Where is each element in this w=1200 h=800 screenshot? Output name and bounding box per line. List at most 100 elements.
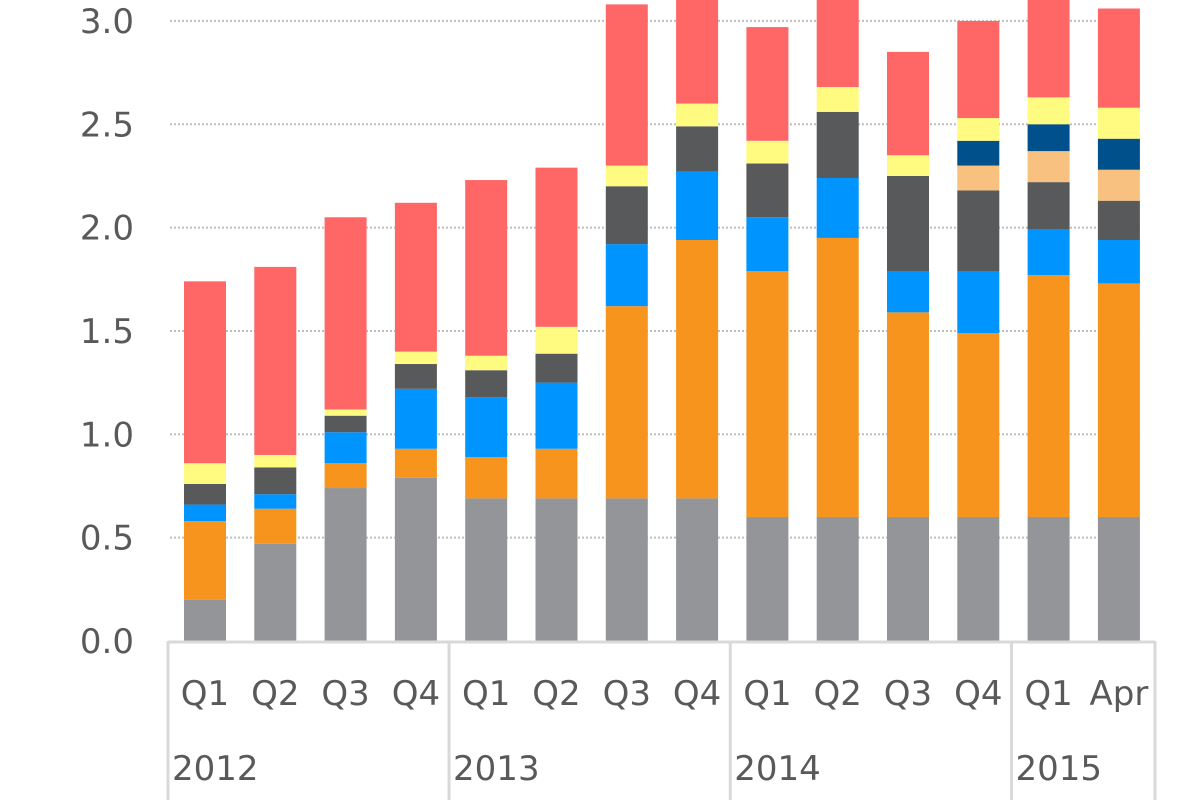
bar-segment-series-8 (324, 217, 367, 410)
x-tick-label: Q1 (181, 674, 229, 714)
bar-segment-series-2 (816, 237, 859, 517)
bar-segment-series-4 (394, 364, 437, 389)
bar-stack (394, 202, 437, 641)
x-tick-label: Q3 (603, 674, 651, 714)
bar-segment-series-7 (465, 355, 508, 371)
bar-segment-series-3 (957, 271, 1000, 334)
bar-segment-series-3 (605, 244, 648, 307)
bar-segment-series-8 (465, 180, 508, 356)
x-tick-label: Q3 (321, 674, 369, 714)
bar-segment-series-1 (957, 516, 1000, 641)
bar-segment-series-1 (1027, 516, 1070, 641)
x-tick-label: Q2 (532, 674, 580, 714)
bar-segment-series-3 (676, 171, 719, 241)
bar-segment-series-4 (465, 370, 508, 398)
bar-segment-series-7 (324, 409, 367, 416)
bar-segment-series-2 (605, 306, 648, 499)
bar-segment-series-2 (324, 463, 367, 489)
bar-segment-series-6 (957, 140, 1000, 166)
x-tick-label: Q3 (884, 674, 932, 714)
bar-segment-series-1 (324, 488, 367, 641)
bar-segment-series-8 (887, 51, 929, 156)
bar-segment-series-2 (394, 448, 437, 478)
bar-segment-series-2 (535, 448, 578, 499)
bar-segment-series-2 (887, 312, 929, 517)
bar-segment-series-7 (254, 454, 297, 468)
bar-segment-series-3 (1097, 240, 1140, 284)
bar-segment-series-2 (184, 521, 226, 600)
bar-stack (465, 180, 508, 641)
bar-segment-series-4 (324, 415, 367, 433)
bar-segment-series-3 (535, 382, 578, 449)
bar-segment-series-4 (746, 163, 789, 218)
bar-segment-series-4 (605, 186, 648, 245)
bar-segment-series-4 (1097, 200, 1140, 241)
bar-segment-series-1 (184, 599, 226, 641)
bar-segment-series-3 (184, 504, 226, 522)
x-group-label: 2014 (734, 749, 821, 789)
bar-segment-series-1 (535, 498, 578, 641)
x-tick-label: Q1 (1024, 674, 1072, 714)
bar-segment-series-1 (465, 498, 508, 641)
bar-segment-series-2 (1097, 283, 1140, 517)
y-axis-ticks: 0.0 0.5 1.0 1.5 2.0 2.5 3.0 (80, 2, 134, 662)
x-group-label: 2012 (172, 749, 259, 789)
bar-segment-series-3 (887, 271, 929, 313)
bar-segment-series-4 (957, 190, 1000, 272)
bar-segment-series-5 (957, 165, 1000, 191)
bar-segment-series-3 (254, 494, 297, 509)
bar-segment-series-7 (887, 155, 929, 176)
bar-segment-series-8 (254, 266, 297, 455)
bar-segment-series-2 (254, 508, 297, 544)
bar-segment-series-5 (1027, 151, 1070, 183)
x-axis (166, 640, 1157, 800)
bar-segment-series-4 (816, 111, 859, 178)
bar-segment-series-1 (394, 477, 437, 641)
x-group-label: 2015 (1015, 749, 1102, 789)
bar-segment-series-8 (1097, 8, 1140, 108)
bar-segment-series-2 (676, 240, 719, 499)
bar-segment-series-8 (605, 4, 648, 166)
x-tick-label: Q4 (392, 674, 440, 714)
bar-segment-series-8 (394, 202, 437, 352)
bar-segment-series-7 (746, 140, 789, 164)
bar-segment-series-4 (184, 483, 226, 505)
bar-segment-series-7 (1027, 97, 1070, 125)
bar-segment-series-8 (746, 27, 789, 141)
y-tick-label: 2.5 (80, 105, 134, 145)
x-tick-label: Apr (1089, 674, 1148, 714)
bar-stack (746, 27, 789, 641)
bar-segment-series-7 (184, 463, 226, 484)
bar-stack (1027, 0, 1070, 641)
y-tick-label: 1.0 (80, 415, 134, 455)
bar-stack (816, 0, 859, 641)
bar-segment-series-8 (676, 0, 719, 104)
y-tick-label: 0.5 (80, 519, 134, 559)
bar-segment-series-2 (465, 457, 508, 499)
x-tick-label: Q2 (251, 674, 299, 714)
bar-segment-series-3 (465, 397, 508, 458)
bar-stack (676, 0, 719, 641)
bar-segment-series-3 (324, 432, 367, 464)
bar-segment-series-3 (746, 217, 789, 272)
bar-segment-series-7 (957, 118, 1000, 141)
x-tick-label: Q1 (743, 674, 791, 714)
bar-segment-series-8 (816, 0, 859, 88)
bar-segment-series-2 (1027, 275, 1070, 517)
bar-segment-series-2 (957, 333, 1000, 517)
bar-segment-series-7 (1097, 107, 1140, 139)
bar-stack (254, 266, 297, 641)
x-tick-label: Q2 (813, 674, 861, 714)
bar-stack (184, 281, 226, 641)
bar-stack (887, 51, 929, 641)
x-tick-label: Q1 (462, 674, 510, 714)
bar-segment-series-4 (535, 353, 578, 383)
bar-segment-series-8 (535, 167, 578, 327)
bar-segment-series-1 (1097, 516, 1140, 641)
y-tick-label: 0.0 (80, 622, 134, 662)
bar-segment-series-7 (816, 87, 859, 112)
bar-segment-series-4 (887, 175, 929, 272)
bar-segment-series-4 (676, 126, 719, 172)
bar-segment-series-1 (746, 516, 789, 641)
